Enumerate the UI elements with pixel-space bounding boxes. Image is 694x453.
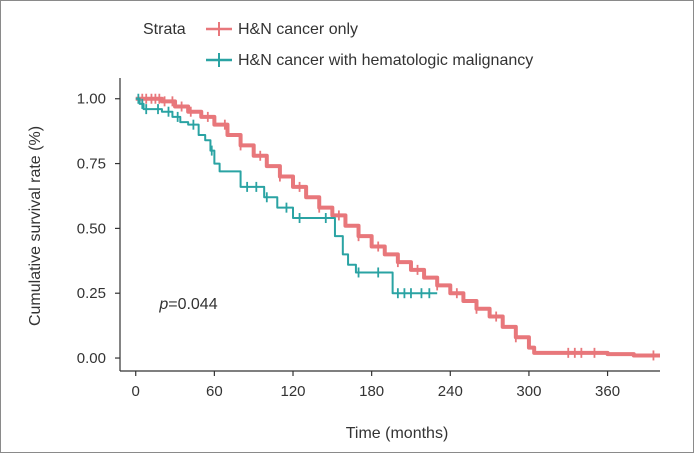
x-axis-title: Time (months) <box>346 425 449 442</box>
x-tick-label: 180 <box>359 383 384 400</box>
p-value-annotation: p=0.044 <box>158 296 217 313</box>
y-tick-label: 0.25 <box>77 285 106 302</box>
axes <box>119 78 660 372</box>
series-layer <box>135 93 660 361</box>
legend-label-series-2: H&N cancer with hematologic malignancy <box>238 52 533 69</box>
y-tick-label: 0.75 <box>77 156 106 173</box>
series-2 <box>135 93 438 299</box>
x-tick-label: 360 <box>595 383 620 400</box>
series-1 <box>135 93 660 361</box>
legend-label-series-1: H&N cancer only <box>238 21 358 38</box>
x-tick-label: 0 <box>132 383 140 400</box>
y-ticks: 0.00 0.25 0.50 0.75 1.00 <box>77 91 120 367</box>
y-tick-label: 0.50 <box>77 220 106 237</box>
p-value-text: =0.044 <box>168 296 217 313</box>
series-line <box>135 96 660 358</box>
legend-title: Strata <box>143 21 186 38</box>
x-ticks: 0 60 120 180 240 300 360 <box>132 371 620 400</box>
x-tick-label: 300 <box>516 383 541 400</box>
y-tick-label: 0.00 <box>77 350 106 367</box>
y-axis-title: Cumulative survival rate (%) <box>27 126 44 326</box>
legend: Strata H&N cancer only H&N cancer with h… <box>143 21 533 69</box>
x-tick-label: 240 <box>438 383 463 400</box>
x-tick-label: 60 <box>206 383 223 400</box>
y-tick-label: 1.00 <box>77 91 106 108</box>
p-value-symbol: p <box>158 296 168 313</box>
x-tick-label: 120 <box>280 383 305 400</box>
series-line <box>135 97 438 295</box>
